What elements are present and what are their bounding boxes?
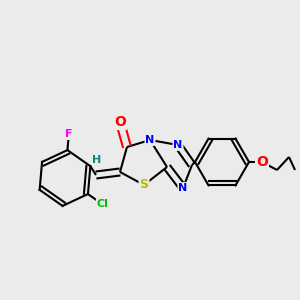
Text: H: H <box>92 155 102 165</box>
Text: O: O <box>114 115 126 129</box>
Text: Cl: Cl <box>97 200 109 209</box>
Text: O: O <box>256 155 268 169</box>
Text: S: S <box>140 178 148 191</box>
Text: F: F <box>65 129 73 139</box>
Text: N: N <box>173 140 183 150</box>
Text: N: N <box>178 183 188 193</box>
Text: N: N <box>146 135 154 145</box>
